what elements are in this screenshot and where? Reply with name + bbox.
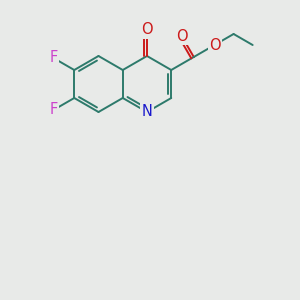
Text: O: O xyxy=(176,29,188,44)
Text: O: O xyxy=(209,38,220,52)
Text: F: F xyxy=(49,50,58,65)
Text: F: F xyxy=(49,103,58,118)
Text: O: O xyxy=(141,22,153,38)
Text: N: N xyxy=(142,104,152,119)
